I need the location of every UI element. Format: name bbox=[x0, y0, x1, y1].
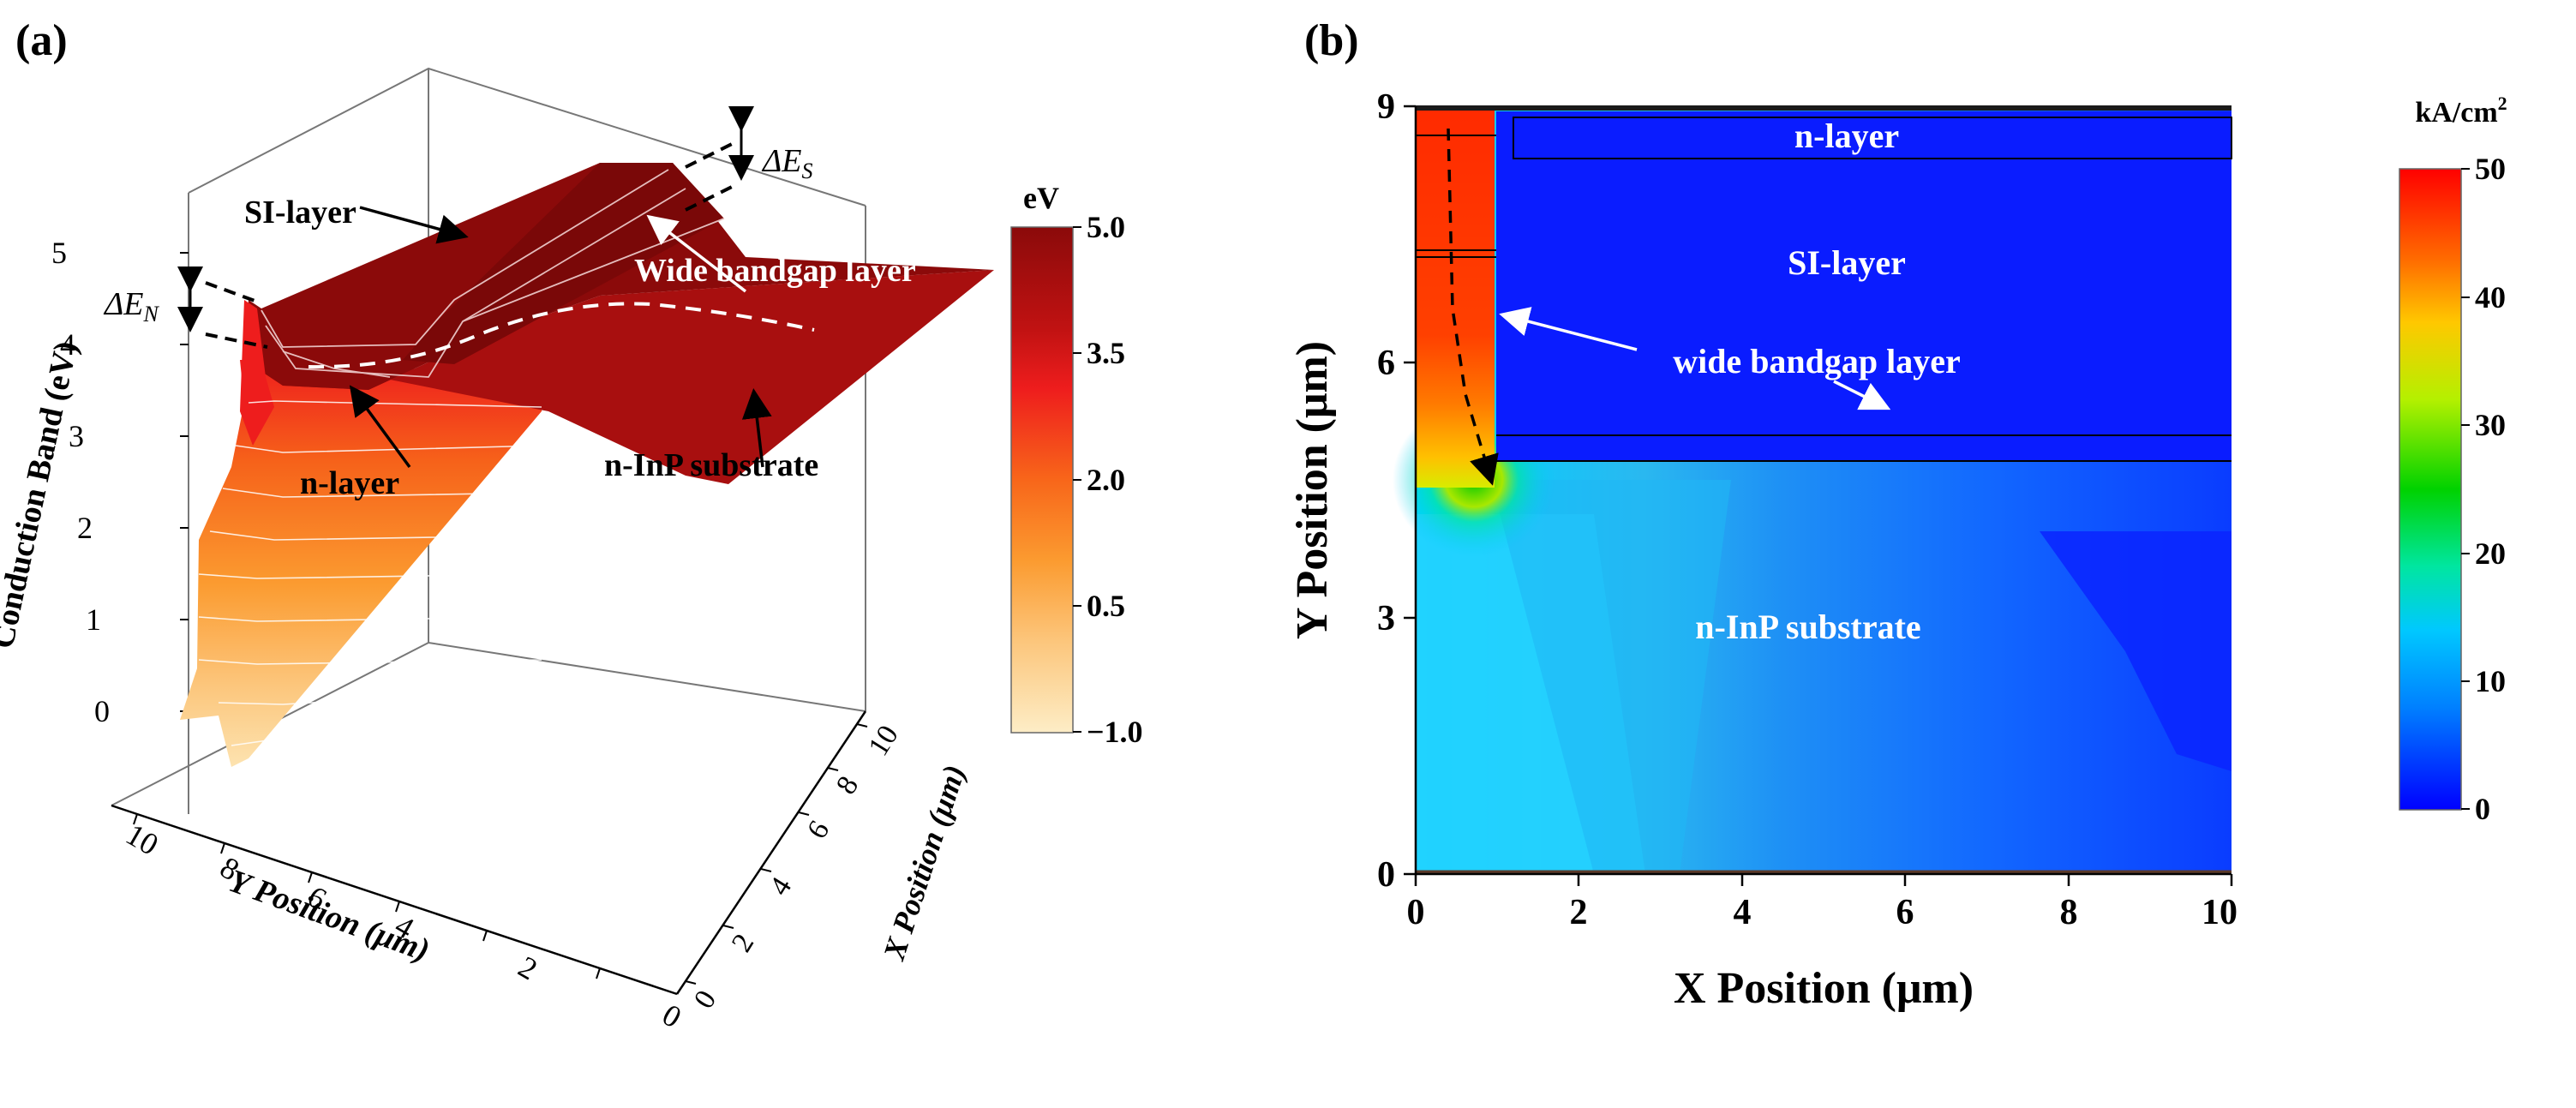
colorbar-b bbox=[2399, 168, 2462, 811]
x-tick-label: 0 bbox=[688, 985, 722, 1014]
x-axis-title-a: X Position (μm) bbox=[877, 761, 972, 965]
y-tick-label: 10 bbox=[120, 817, 164, 862]
colorbar-b-tick: 40 bbox=[2475, 280, 2506, 314]
substrate-label-a: n-InP substrate bbox=[604, 447, 818, 483]
colorbar-a-ticks bbox=[1073, 226, 1081, 733]
colorbar-b-tick: 50 bbox=[2475, 152, 2506, 186]
x-tick-label: 2 bbox=[726, 928, 760, 957]
x-axis-a bbox=[685, 723, 868, 985]
colorbar-b-unit: kA/cm2 bbox=[2415, 93, 2507, 129]
y-tick-label-b: 9 bbox=[1377, 87, 1395, 127]
x-tick-label-b: 2 bbox=[1570, 893, 1588, 932]
surface-a bbox=[180, 163, 994, 767]
substrate-label-b: n-InP substrate bbox=[1695, 608, 1920, 646]
x-axis-b-ticks bbox=[1414, 874, 2233, 886]
annotations-a bbox=[177, 106, 815, 469]
y-tick-label-b: 3 bbox=[1377, 599, 1395, 638]
colorbar-a-unit: eV bbox=[1023, 181, 1059, 215]
colorbar-b-ticks bbox=[2461, 168, 2470, 810]
colorbar-a-tick: 5.0 bbox=[1087, 210, 1125, 244]
axes-frame-b bbox=[1414, 106, 2232, 876]
x-tick-label-b: 10 bbox=[2202, 893, 2238, 932]
x-tick-label: 10 bbox=[862, 720, 904, 761]
x-tick-label: 4 bbox=[764, 871, 798, 901]
panel-b-label: (b) bbox=[1304, 16, 1359, 65]
heatmap-b bbox=[1393, 105, 2232, 875]
colorbar-a-tick: 0.5 bbox=[1087, 589, 1125, 623]
z-axis-a bbox=[180, 252, 189, 712]
si-layer-label-a: SI-layer bbox=[244, 195, 356, 231]
x-tick-label: 6 bbox=[801, 815, 836, 844]
colorbar-b-tick: 30 bbox=[2475, 408, 2506, 442]
n-layer-label-a: n-layer bbox=[300, 465, 399, 501]
delta-es-label: ΔES bbox=[761, 143, 813, 183]
wide-bandgap-label-b: wide bandgap layer bbox=[1673, 342, 1961, 380]
colorbar-b-tick: 20 bbox=[2475, 536, 2506, 571]
panel-a-label: (a) bbox=[15, 16, 68, 65]
colorbar-a bbox=[1010, 226, 1074, 734]
x-tick-label-b: 8 bbox=[2060, 893, 2078, 932]
x-tick-label-b: 0 bbox=[1407, 893, 1425, 932]
x-tick-label: 8 bbox=[830, 770, 865, 800]
z-tick-label: 2 bbox=[77, 511, 93, 545]
y-axis-a bbox=[133, 813, 601, 979]
z-tick-label: 3 bbox=[69, 419, 84, 453]
colorbar-a-tick: 2.0 bbox=[1087, 463, 1125, 497]
n-layer-label-b: n-layer bbox=[1794, 117, 1899, 155]
annotations-b bbox=[1447, 128, 1891, 486]
si-layer-label-b: SI-layer bbox=[1788, 243, 1906, 282]
y-axis-title-b: Y Position (μm) bbox=[1288, 341, 1337, 639]
y-tick-label-b: 0 bbox=[1377, 855, 1395, 895]
z-tick-label: 4 bbox=[60, 327, 75, 362]
z-axis-title: Conduction Band (eV) bbox=[0, 338, 85, 651]
z-tick-label: 0 bbox=[94, 694, 110, 728]
colorbar-a-tick: −1.0 bbox=[1087, 715, 1143, 749]
delta-en-label: ΔEN bbox=[103, 286, 160, 326]
y-axis-b-ticks bbox=[1404, 105, 1416, 876]
y-tick-label: 0 bbox=[656, 997, 687, 1035]
x-axis-title-b: X Position (μm) bbox=[1674, 964, 1974, 1013]
z-tick-label: 5 bbox=[51, 236, 67, 270]
y-tick-label-b: 6 bbox=[1377, 344, 1395, 383]
axes-base-a bbox=[111, 710, 867, 996]
colorbar-b-tick: 0 bbox=[2475, 792, 2490, 826]
colorbar-a-tick: 3.5 bbox=[1087, 336, 1125, 370]
x-tick-label-b: 4 bbox=[1734, 893, 1752, 932]
y-tick-label: 2 bbox=[512, 949, 543, 987]
z-tick-label: 1 bbox=[86, 602, 101, 637]
x-tick-label-b: 6 bbox=[1896, 893, 1914, 932]
colorbar-b-tick: 10 bbox=[2475, 664, 2506, 698]
wide-bandgap-label-a: Wide bandgap layer bbox=[634, 253, 916, 289]
